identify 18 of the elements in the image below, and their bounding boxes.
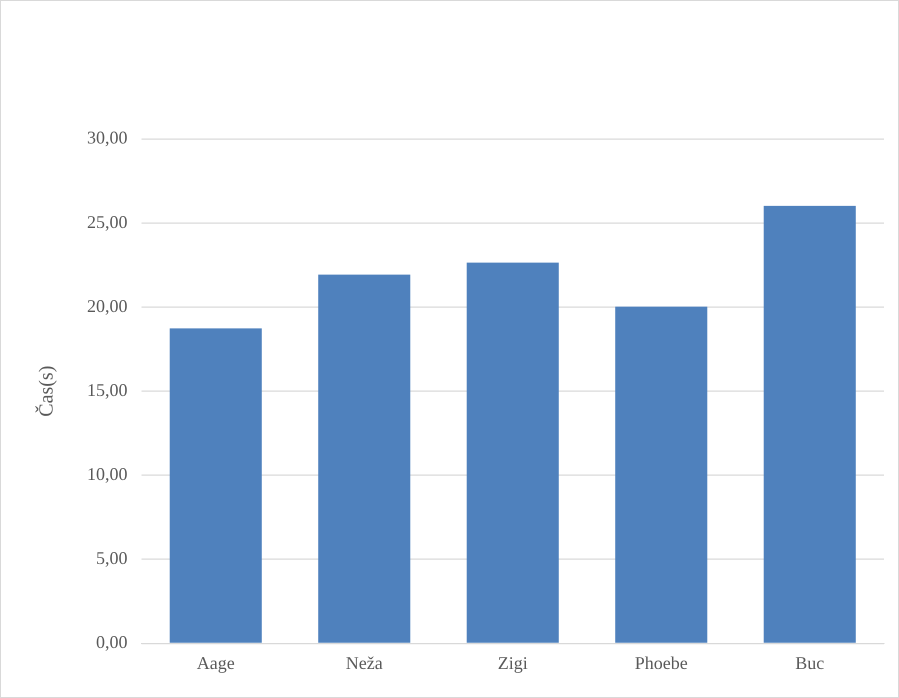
y-tick-label: 10,00 (87, 464, 128, 484)
bar (615, 306, 708, 643)
x-tick-label: Buc (795, 652, 824, 673)
y-tick-label: 15,00 (87, 380, 128, 400)
y-tick-label: 0,00 (96, 632, 128, 652)
x-tick-label: Zigi (498, 652, 528, 673)
y-tick-label: 5,00 (96, 548, 128, 568)
bar (318, 274, 410, 643)
bar (466, 262, 559, 643)
y-tick-label: 30,00 (87, 128, 128, 148)
bar (170, 328, 262, 643)
y-tick-label: 25,00 (87, 212, 128, 232)
x-tick-label: Aage (196, 652, 235, 673)
x-tick-label: Neža (346, 652, 383, 673)
y-tick-label: 20,00 (87, 296, 128, 316)
y-axis-title: Čas(s) (34, 366, 58, 417)
x-tick-label: Phoebe (634, 652, 688, 673)
bar (764, 206, 856, 643)
